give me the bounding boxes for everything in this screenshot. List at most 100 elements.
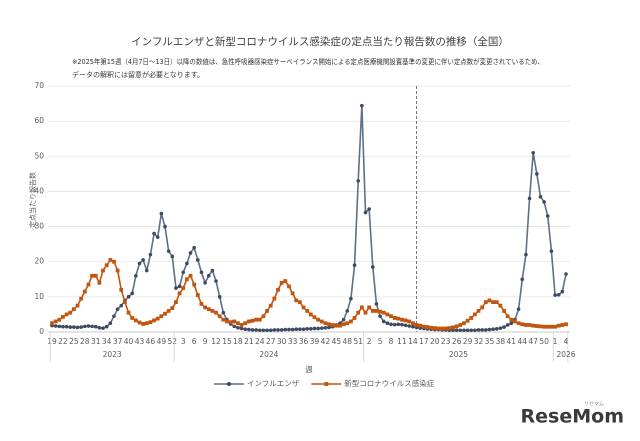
data-point	[301, 327, 306, 331]
data-point	[170, 306, 175, 311]
data-point	[283, 327, 288, 332]
data-point	[181, 286, 186, 290]
data-point	[137, 261, 142, 266]
data-point	[236, 325, 240, 330]
data-point	[298, 327, 302, 331]
data-point	[367, 207, 371, 211]
data-point	[144, 268, 149, 273]
data-point	[341, 322, 346, 327]
data-point	[174, 286, 178, 290]
year-label: 2026	[556, 350, 575, 359]
data-point	[374, 309, 379, 313]
x-tick-label: 50	[539, 337, 549, 346]
x-tick-label: 43	[135, 337, 145, 346]
data-point	[334, 323, 339, 328]
data-point	[516, 307, 521, 311]
data-point	[50, 321, 54, 326]
x-tick-label: 35	[485, 337, 495, 346]
data-point	[564, 272, 568, 276]
chart-title: インフルエンザと新型コロナウイルス感染症の定点当たり報告数の推移（全国）	[131, 35, 509, 48]
data-point	[447, 326, 452, 331]
data-point	[454, 328, 459, 333]
data-point	[312, 326, 317, 331]
data-point	[327, 322, 331, 327]
data-point	[210, 309, 215, 313]
data-point	[79, 325, 83, 329]
data-point	[443, 326, 448, 331]
data-point	[349, 319, 353, 324]
data-point	[93, 324, 98, 329]
legend-label: インフルエンザ	[247, 379, 300, 388]
data-point	[400, 317, 404, 322]
data-point	[257, 317, 262, 322]
data-point	[418, 323, 423, 328]
x-tick-label: 24	[255, 337, 265, 346]
data-point	[287, 327, 291, 332]
data-point	[144, 321, 149, 326]
data-point	[359, 305, 364, 310]
data-point	[545, 324, 550, 329]
data-point	[57, 324, 62, 329]
data-point	[276, 328, 280, 332]
data-point	[126, 295, 131, 299]
year-label: 2024	[259, 350, 278, 359]
x-tick-label: 38	[496, 337, 506, 346]
legend-marker	[227, 382, 231, 386]
data-point	[104, 324, 109, 329]
data-point	[181, 270, 186, 275]
y-tick-label: 60	[34, 116, 44, 125]
data-point	[163, 311, 167, 316]
year-label: 2025	[449, 350, 468, 359]
data-point	[356, 310, 361, 315]
data-point	[323, 321, 328, 326]
data-point	[192, 245, 196, 250]
data-point	[261, 314, 266, 319]
data-point	[545, 214, 550, 218]
data-point	[265, 328, 269, 333]
x-tick-label: 3	[181, 337, 186, 346]
data-point	[407, 324, 412, 328]
x-tick-label: 32	[474, 337, 484, 346]
data-point	[436, 326, 441, 331]
data-point	[491, 300, 495, 305]
data-point	[112, 314, 116, 318]
data-point	[228, 320, 233, 325]
data-point	[195, 293, 200, 297]
y-tick-label: 40	[34, 186, 44, 195]
data-point	[462, 321, 466, 326]
y-axis-title: 定点当たり報告数	[28, 172, 37, 228]
x-tick-label: 34	[102, 337, 112, 346]
x-tick-label: 25	[69, 337, 79, 346]
data-point	[86, 282, 91, 287]
data-point	[465, 328, 470, 333]
data-point	[469, 316, 474, 320]
data-point	[378, 314, 382, 318]
data-point	[513, 319, 517, 324]
data-point	[440, 326, 444, 331]
data-point	[392, 322, 397, 327]
data-point	[414, 323, 419, 327]
data-point	[254, 317, 259, 322]
data-point	[290, 291, 295, 296]
data-point	[130, 316, 135, 320]
data-point	[61, 324, 65, 329]
data-point	[126, 310, 131, 315]
x-tick-label: 17	[419, 337, 429, 346]
data-point	[254, 328, 258, 332]
x-tick-label: 23	[441, 337, 451, 346]
data-point	[509, 321, 514, 326]
data-point	[203, 305, 208, 310]
data-point	[257, 328, 262, 333]
data-point	[250, 318, 255, 323]
data-point	[250, 328, 255, 332]
data-point	[341, 317, 346, 322]
x-tick-label: 49	[157, 337, 167, 346]
note-line: データの解釈には留意が必要となります。	[72, 70, 204, 79]
data-point	[265, 309, 269, 313]
data-point	[374, 302, 379, 306]
data-point	[53, 324, 58, 328]
x-axis-title: 週	[305, 365, 313, 374]
x-tick-label: 9	[203, 337, 208, 346]
data-point	[549, 324, 554, 329]
data-point	[137, 320, 142, 325]
